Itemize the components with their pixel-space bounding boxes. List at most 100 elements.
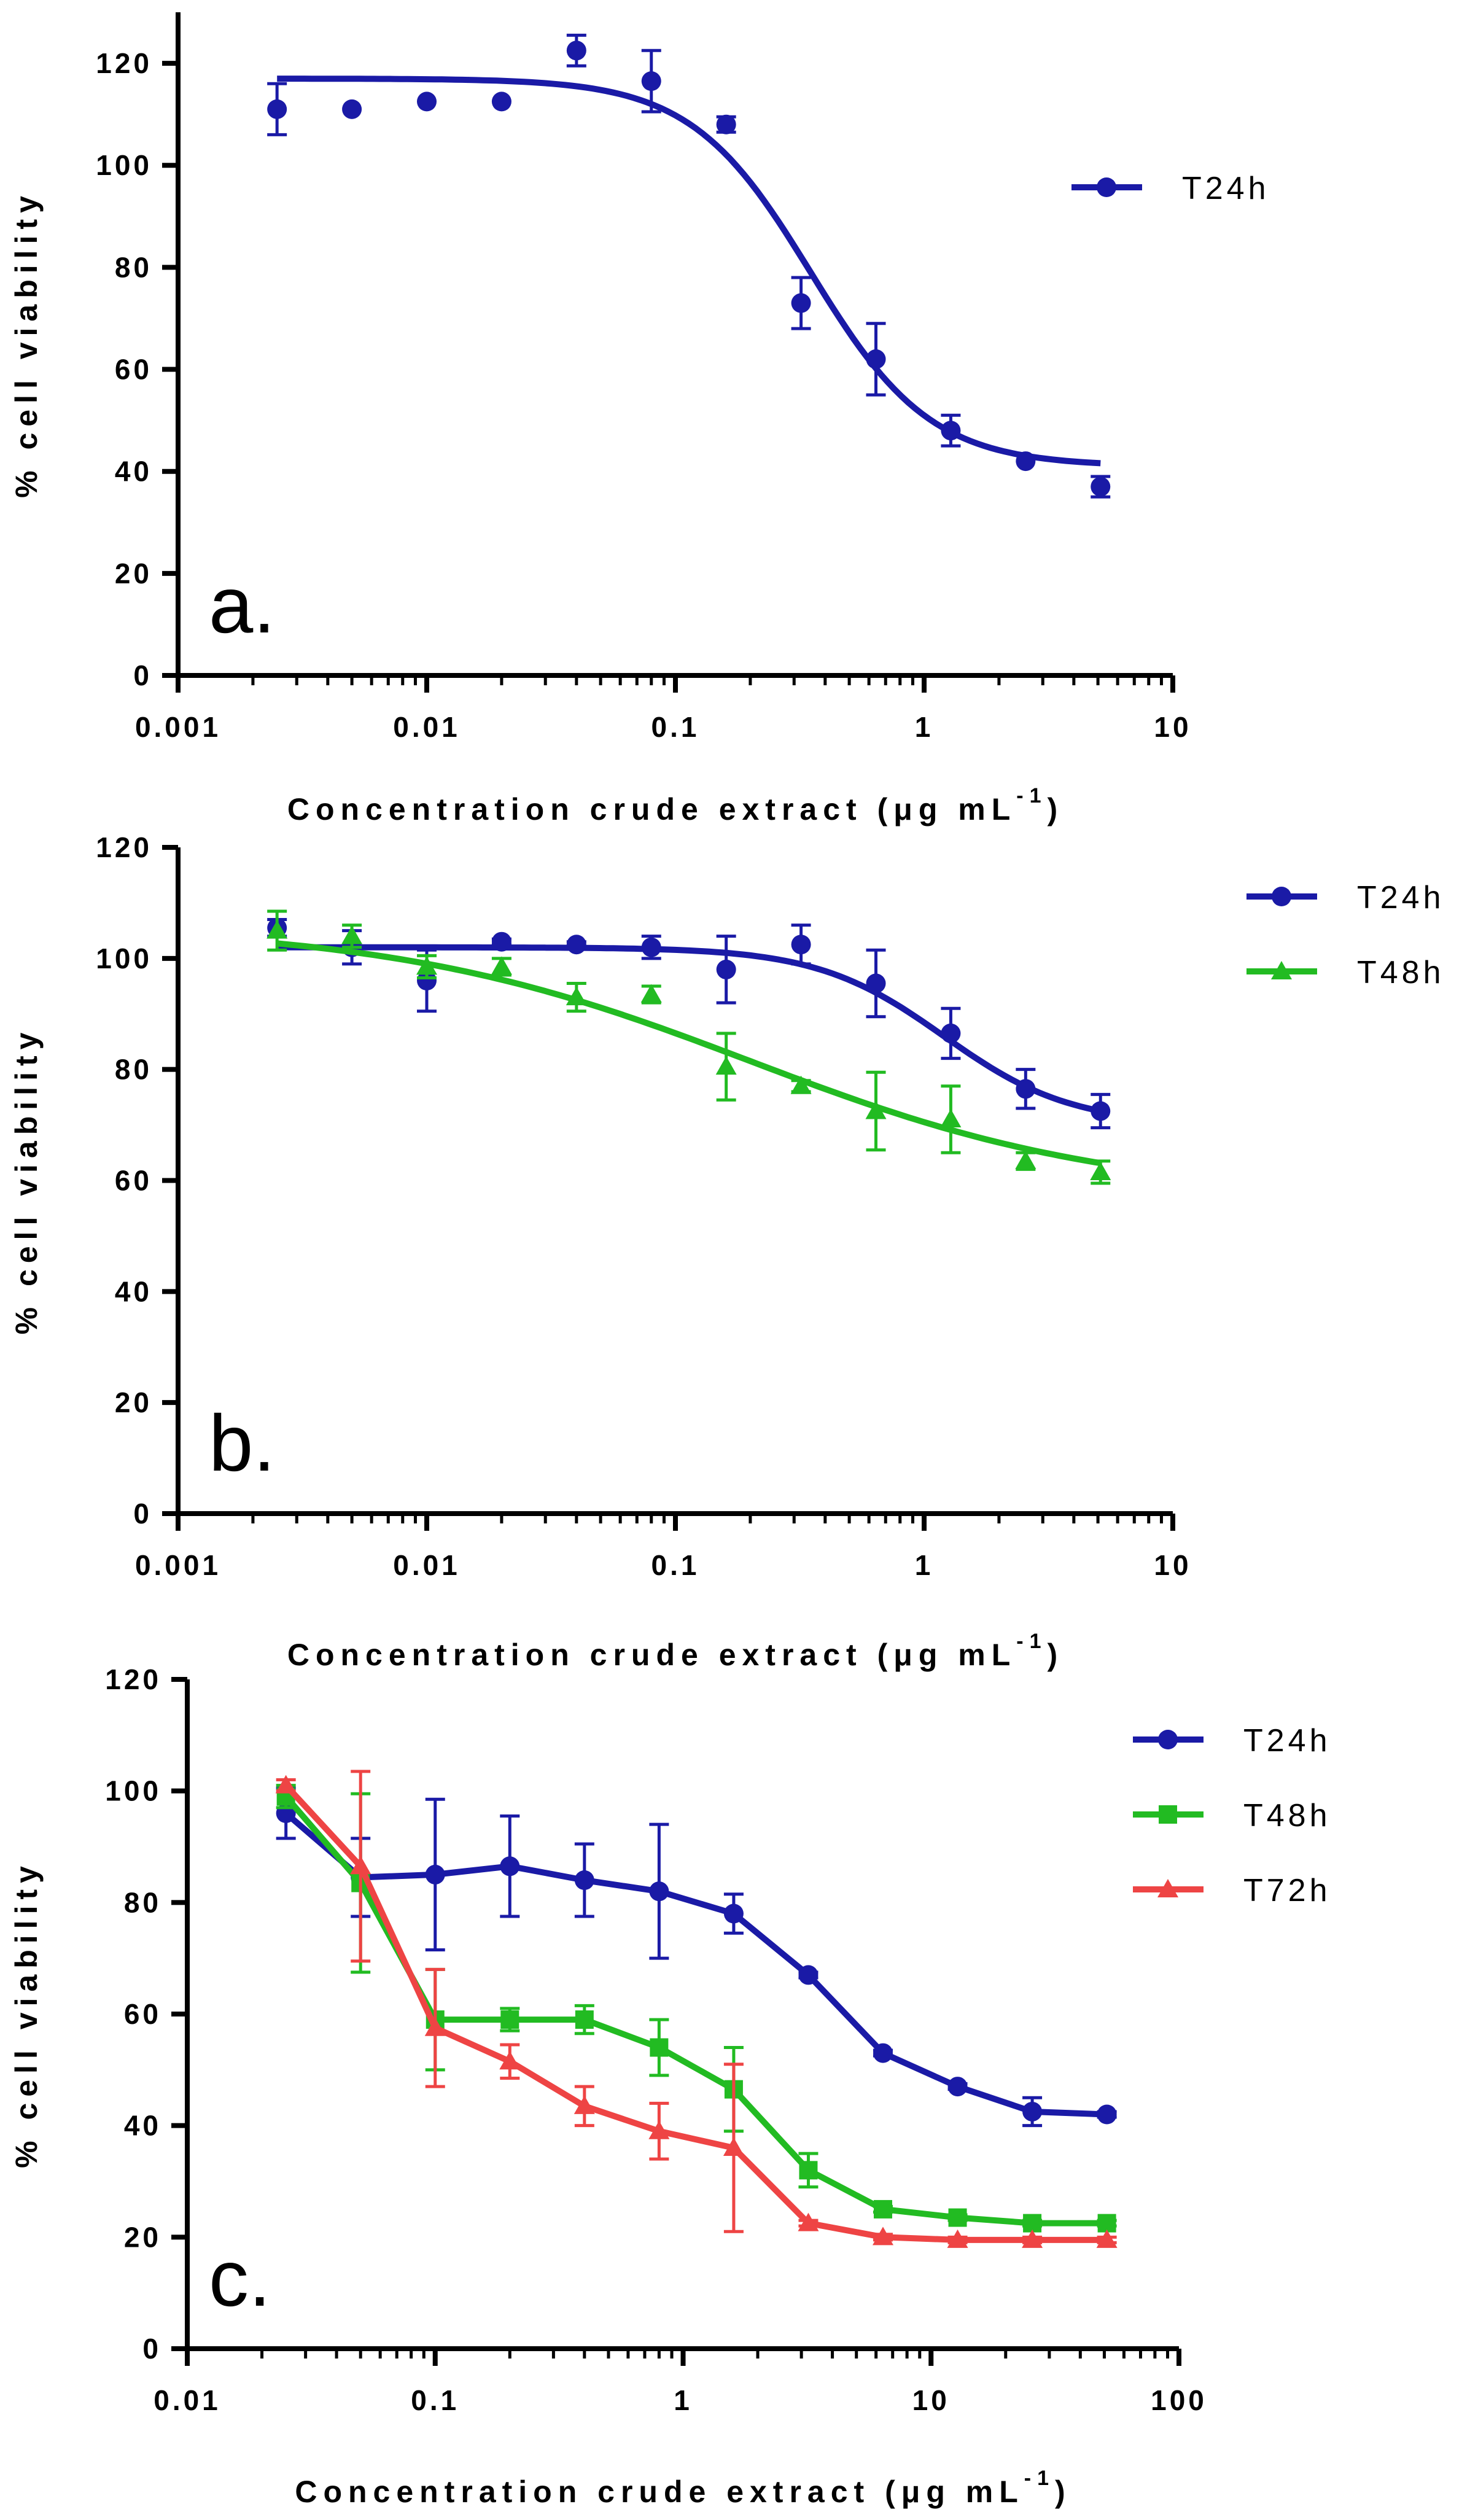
chart-panel-3: 0 20 40 60 80 100 120 0.01 0.1 1 10 100 % cell viabi…: [9, 1663, 1331, 2509]
y-tick-label: 80: [124, 1886, 161, 1918]
panel-label: c.: [209, 2233, 271, 2323]
legend-label: T48h: [1243, 1798, 1331, 1834]
data-point: [716, 959, 736, 979]
data-point: [1022, 2101, 1043, 2121]
y-axis-title: % cell viability: [9, 1027, 44, 1335]
y-tick-label: 120: [105, 1663, 161, 1695]
x-tick-label: 1: [915, 711, 934, 743]
legend-label: T24h: [1182, 171, 1270, 206]
data-point: [649, 1881, 669, 1902]
data-point: [417, 91, 437, 112]
fit-curve: [277, 944, 1102, 1114]
data-point: [640, 984, 662, 1003]
data-point: [641, 71, 661, 91]
legend-item: T48h: [1133, 1798, 1331, 1834]
data-point: [872, 2226, 893, 2246]
y-tick-label: 0: [133, 1498, 152, 1530]
data-point: [424, 2017, 446, 2036]
data-point: [1022, 2229, 1043, 2248]
x-tick-label: 1: [915, 1549, 934, 1581]
series-T24h: [276, 1786, 1117, 2128]
data-point: [798, 2212, 819, 2231]
series-T24h: [267, 33, 1111, 499]
data-point: [947, 2229, 968, 2248]
data-point: [865, 1100, 887, 1119]
x-tick-label: 0.001: [135, 1549, 221, 1581]
legend-item: T24h: [1071, 171, 1270, 206]
data-point: [941, 421, 961, 441]
data-point: [1016, 451, 1036, 472]
y-tick-label: 100: [96, 943, 152, 974]
x-tick-label: 10: [1154, 1549, 1191, 1581]
legend-marker: [1097, 177, 1116, 197]
y-tick-label: 20: [124, 2221, 161, 2253]
y-tick-label: 0: [142, 2333, 161, 2365]
series-T48h: [266, 909, 1111, 1185]
panel-label: a.: [209, 560, 275, 650]
series-line: [284, 1783, 1107, 2243]
data-point: [266, 920, 288, 939]
x-tick-label: 100: [1151, 2384, 1207, 2416]
data-point: [791, 935, 811, 955]
y-axis-title: % cell viability: [9, 190, 44, 498]
panel-label: b.: [209, 1398, 275, 1488]
data-point: [948, 2208, 967, 2227]
y-tick-label: 60: [115, 354, 152, 386]
data-point: [716, 114, 736, 134]
data-point: [641, 937, 661, 957]
chart-panel-1: 0 20 40 60 80 100 120 0.001 0.01 0.1 1 10 % cell via…: [9, 12, 1270, 826]
data-point: [791, 293, 811, 313]
data-point: [866, 973, 886, 994]
series-T48h: [276, 1784, 1117, 2233]
legend-item: T48h: [1246, 955, 1445, 990]
data-point: [500, 1856, 520, 1876]
y-tick-label: 100: [105, 1775, 161, 1807]
data-point: [275, 1775, 297, 1794]
data-point: [566, 987, 587, 1006]
data-point: [267, 99, 287, 119]
data-point: [1016, 1079, 1036, 1099]
y-tick-label: 60: [124, 1998, 161, 2030]
x-tick-label: 0.01: [154, 2384, 221, 2416]
y-tick-label: 100: [96, 149, 152, 181]
x-tick-label: 0.01: [393, 711, 461, 743]
data-point: [574, 1870, 594, 1890]
legend-label: T48h: [1357, 955, 1445, 990]
x-tick-label: 0.1: [651, 1549, 700, 1581]
data-point: [491, 91, 511, 112]
x-axis-title: Concentration crude extract (μg mL-1): [287, 1630, 1064, 1672]
legend-marker: [1158, 1730, 1178, 1749]
data-point: [1096, 2229, 1118, 2248]
series-line: [284, 1811, 1107, 2118]
data-point: [566, 41, 586, 61]
data-point: [723, 1904, 744, 1924]
data-point: [799, 2161, 818, 2180]
data-point: [341, 925, 363, 944]
data-point: [866, 349, 886, 369]
y-tick-label: 80: [115, 251, 152, 283]
x-tick-label: 0.1: [411, 2384, 459, 2416]
legend-marker: [1159, 1805, 1177, 1824]
x-tick-label: 0.1: [651, 711, 700, 743]
series-T72h: [275, 1770, 1118, 2248]
legend-item: T24h: [1246, 880, 1445, 916]
y-tick-label: 40: [124, 2110, 161, 2142]
y-tick-label: 40: [115, 456, 152, 488]
data-point: [342, 99, 362, 119]
data-point: [575, 2010, 594, 2029]
data-point: [723, 2137, 744, 2156]
data-point: [790, 1075, 812, 1094]
data-point: [1097, 2104, 1117, 2125]
data-point: [350, 1856, 371, 1875]
data-point: [417, 971, 437, 990]
data-point: [715, 1056, 737, 1075]
legend-label: T72h: [1243, 1873, 1331, 1908]
y-axis-title: % cell viability: [9, 1860, 44, 2168]
data-point: [499, 2051, 521, 2070]
y-tick-label: 80: [115, 1054, 152, 1086]
legend-marker: [1157, 1879, 1178, 1897]
fit-curve: [276, 940, 1102, 1167]
data-point: [1097, 2214, 1116, 2233]
legend-label: T24h: [1357, 880, 1445, 916]
x-axis-title: Concentration crude extract (μg mL-1): [287, 784, 1064, 826]
